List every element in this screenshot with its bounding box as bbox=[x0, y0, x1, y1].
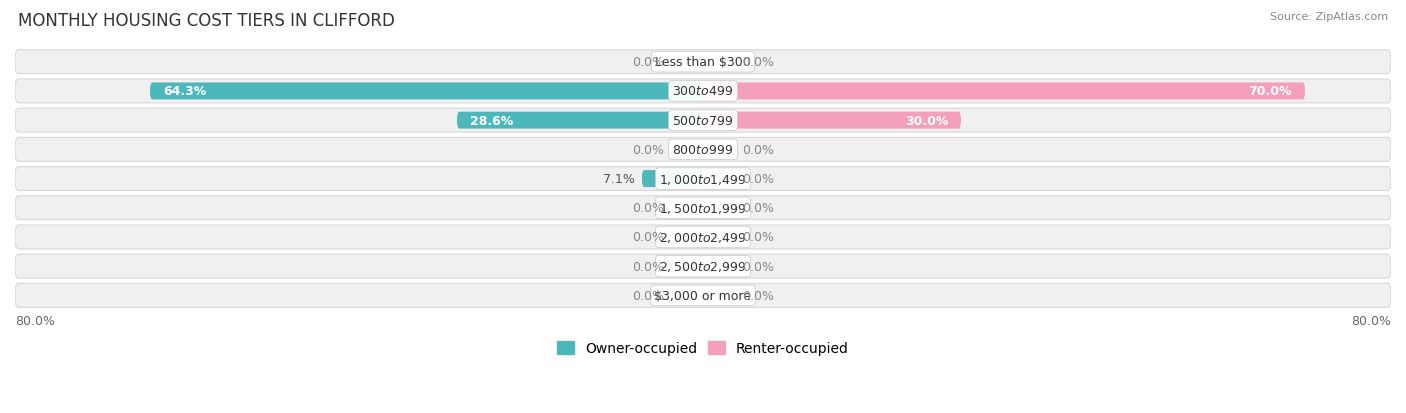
Text: 0.0%: 0.0% bbox=[633, 289, 664, 302]
Text: 0.0%: 0.0% bbox=[742, 173, 773, 185]
Text: 0.0%: 0.0% bbox=[742, 289, 773, 302]
Text: MONTHLY HOUSING COST TIERS IN CLIFFORD: MONTHLY HOUSING COST TIERS IN CLIFFORD bbox=[18, 12, 395, 30]
FancyBboxPatch shape bbox=[457, 112, 703, 129]
FancyBboxPatch shape bbox=[15, 225, 1391, 249]
Text: $800 to $999: $800 to $999 bbox=[672, 143, 734, 157]
Text: 0.0%: 0.0% bbox=[742, 143, 773, 157]
FancyBboxPatch shape bbox=[15, 254, 1391, 278]
FancyBboxPatch shape bbox=[15, 109, 1391, 133]
Text: Less than $300: Less than $300 bbox=[655, 56, 751, 69]
FancyBboxPatch shape bbox=[15, 284, 1391, 308]
Text: 0.0%: 0.0% bbox=[742, 231, 773, 244]
Text: 64.3%: 64.3% bbox=[163, 85, 207, 98]
Text: $500 to $799: $500 to $799 bbox=[672, 114, 734, 127]
Text: $2,000 to $2,499: $2,000 to $2,499 bbox=[659, 230, 747, 244]
FancyBboxPatch shape bbox=[703, 83, 1305, 100]
Text: Source: ZipAtlas.com: Source: ZipAtlas.com bbox=[1270, 12, 1388, 22]
Text: 0.0%: 0.0% bbox=[633, 231, 664, 244]
Text: 0.0%: 0.0% bbox=[633, 260, 664, 273]
FancyBboxPatch shape bbox=[703, 112, 960, 129]
Text: $2,500 to $2,999: $2,500 to $2,999 bbox=[659, 259, 747, 273]
Text: 0.0%: 0.0% bbox=[633, 143, 664, 157]
Text: 30.0%: 30.0% bbox=[904, 114, 948, 127]
Text: $1,000 to $1,499: $1,000 to $1,499 bbox=[659, 172, 747, 186]
Text: 0.0%: 0.0% bbox=[742, 202, 773, 215]
Text: 80.0%: 80.0% bbox=[15, 315, 55, 328]
FancyBboxPatch shape bbox=[150, 83, 703, 100]
FancyBboxPatch shape bbox=[15, 167, 1391, 191]
Text: 70.0%: 70.0% bbox=[1249, 85, 1292, 98]
Text: $1,500 to $1,999: $1,500 to $1,999 bbox=[659, 201, 747, 215]
Text: 28.6%: 28.6% bbox=[470, 114, 513, 127]
Text: 0.0%: 0.0% bbox=[742, 56, 773, 69]
Text: 80.0%: 80.0% bbox=[1351, 315, 1391, 328]
Text: 0.0%: 0.0% bbox=[633, 202, 664, 215]
FancyBboxPatch shape bbox=[15, 138, 1391, 162]
Text: $3,000 or more: $3,000 or more bbox=[655, 289, 751, 302]
Text: 0.0%: 0.0% bbox=[742, 260, 773, 273]
FancyBboxPatch shape bbox=[15, 196, 1391, 220]
FancyBboxPatch shape bbox=[15, 51, 1391, 74]
FancyBboxPatch shape bbox=[15, 80, 1391, 104]
FancyBboxPatch shape bbox=[643, 171, 703, 188]
Text: 7.1%: 7.1% bbox=[603, 173, 636, 185]
Text: 0.0%: 0.0% bbox=[633, 56, 664, 69]
Text: $300 to $499: $300 to $499 bbox=[672, 85, 734, 98]
Legend: Owner-occupied, Renter-occupied: Owner-occupied, Renter-occupied bbox=[551, 336, 855, 361]
